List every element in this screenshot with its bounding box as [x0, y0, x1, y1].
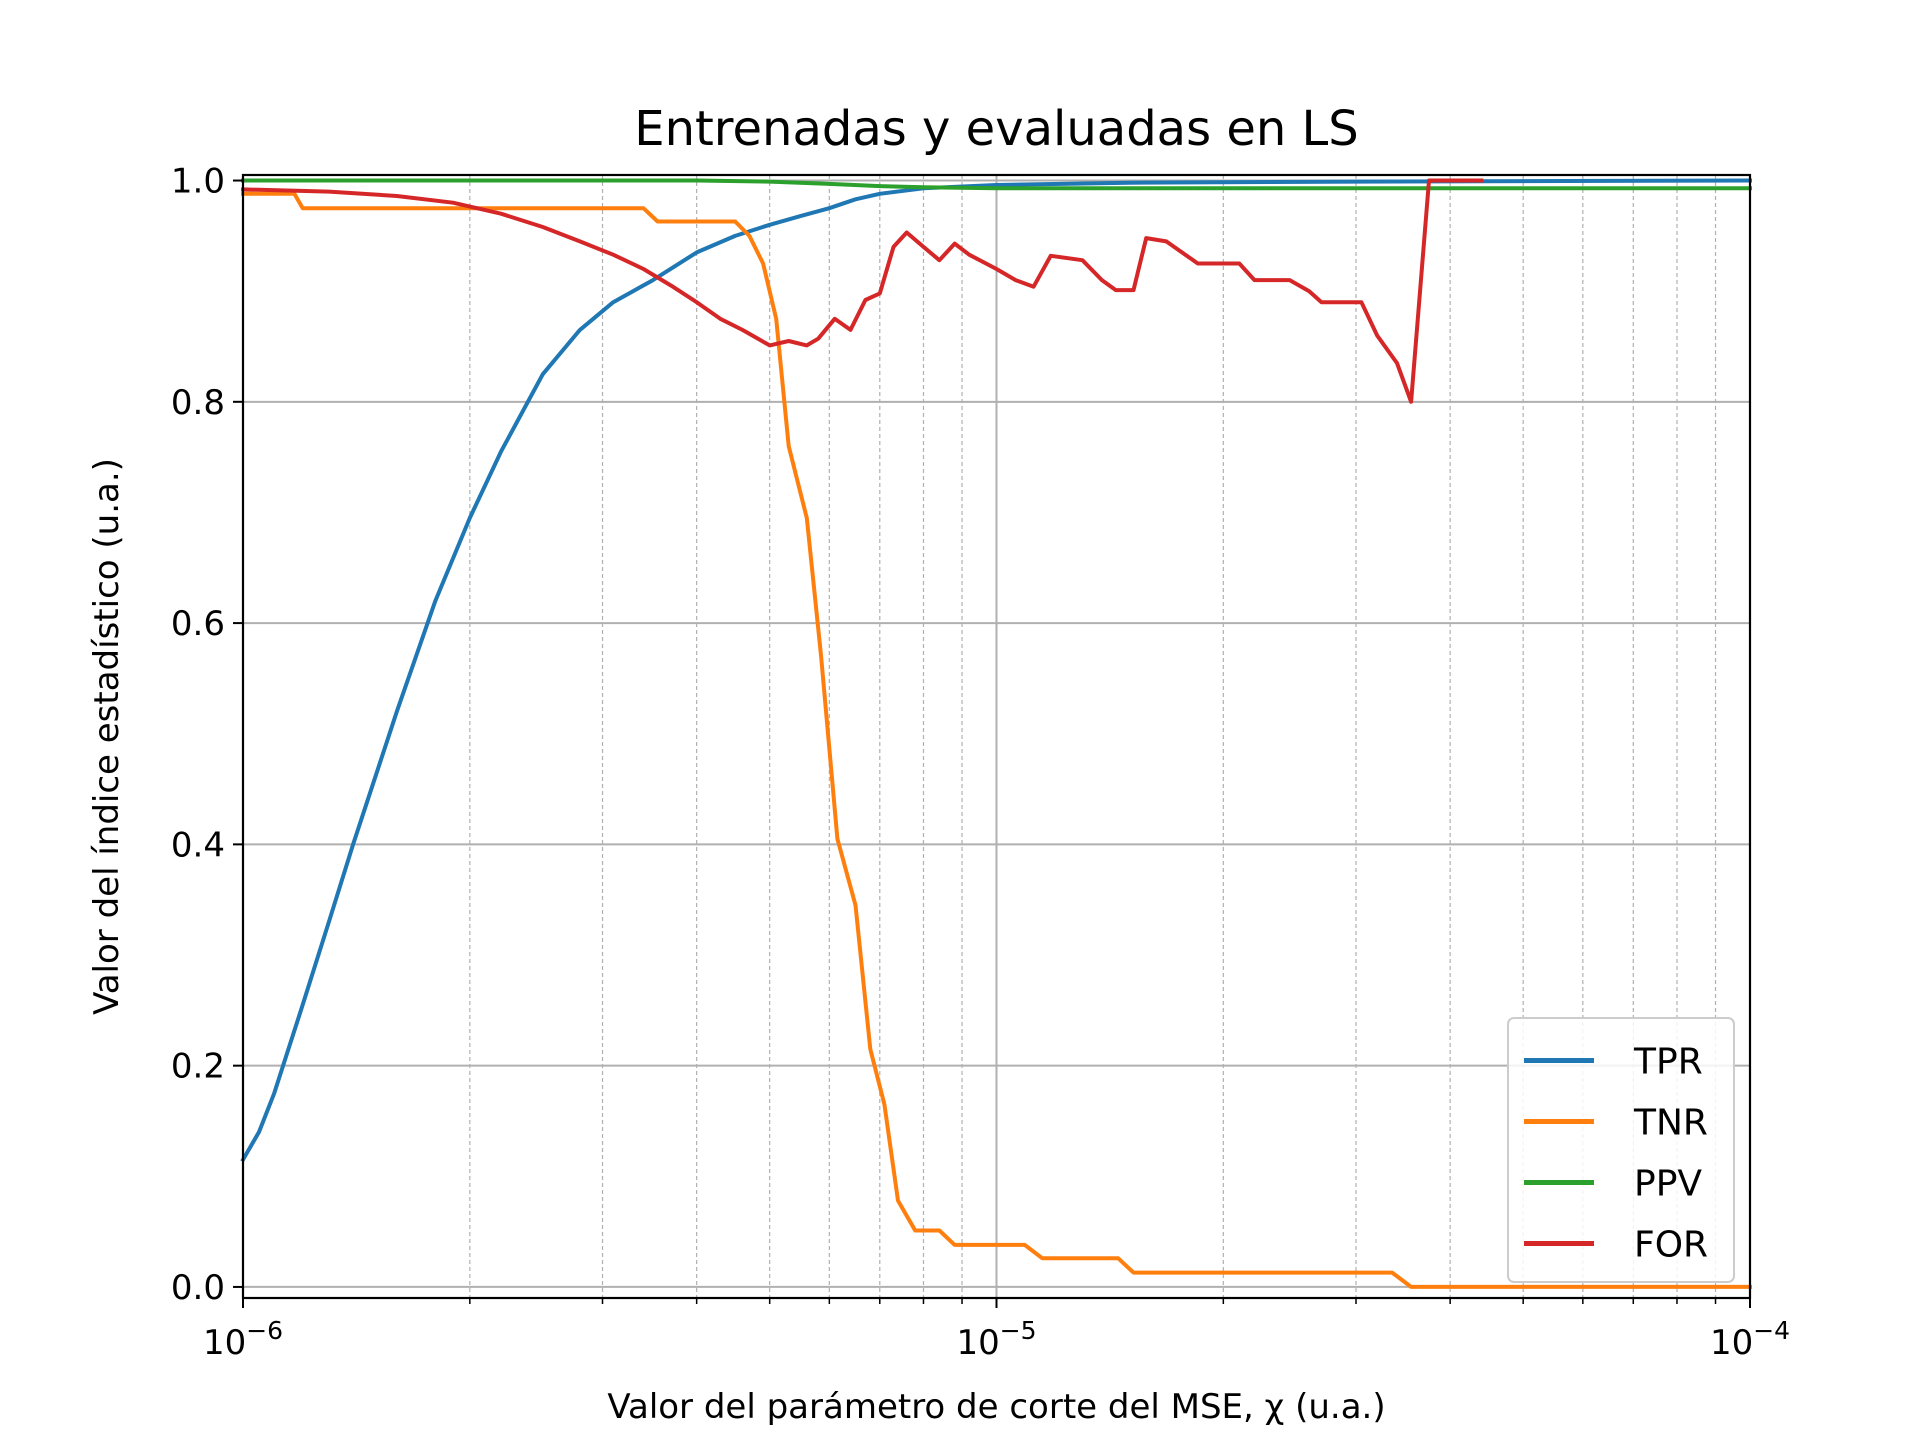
y-tick-label: 0.6: [171, 604, 225, 644]
legend-label: FOR: [1634, 1225, 1708, 1266]
y-tick-label: 1.0: [171, 162, 225, 202]
x-axis-label: Valor del parámetro de corte del MSE, χ …: [607, 1387, 1385, 1427]
series-line-for: [240, 178, 1484, 404]
x-tick-label: 10−4: [1710, 1316, 1790, 1363]
series-line-tnr: [241, 191, 1752, 1289]
series-line-tpr: [240, 178, 1753, 1163]
series-lines: [240, 178, 1753, 1289]
chart-title: Entrenadas y evaluadas en LS: [634, 101, 1359, 157]
series-line-ppv: [241, 178, 1752, 191]
legend-label: TPR: [1633, 1042, 1703, 1083]
ticks: 10−6 10−5 10−4 0.0 0.2 0.4 0.6 0.8 1.0: [171, 162, 1790, 1363]
legend-box: [1507, 1017, 1735, 1283]
y-tick-label: 0.0: [171, 1268, 225, 1308]
x-tick-label: 10−5: [956, 1316, 1036, 1363]
legend-label: PPV: [1634, 1164, 1702, 1205]
y-tick-label: 0.2: [171, 1047, 225, 1087]
y-axis-label: Valor del índice estadístico (u.a.): [87, 458, 127, 1015]
legend: TPR TNR PPV FOR: [1507, 1017, 1735, 1283]
y-tick-label: 0.8: [171, 383, 225, 423]
x-tick-label: 10−6: [203, 1316, 283, 1363]
y-tick-label: 0.4: [171, 825, 225, 865]
legend-label: TNR: [1633, 1103, 1708, 1144]
